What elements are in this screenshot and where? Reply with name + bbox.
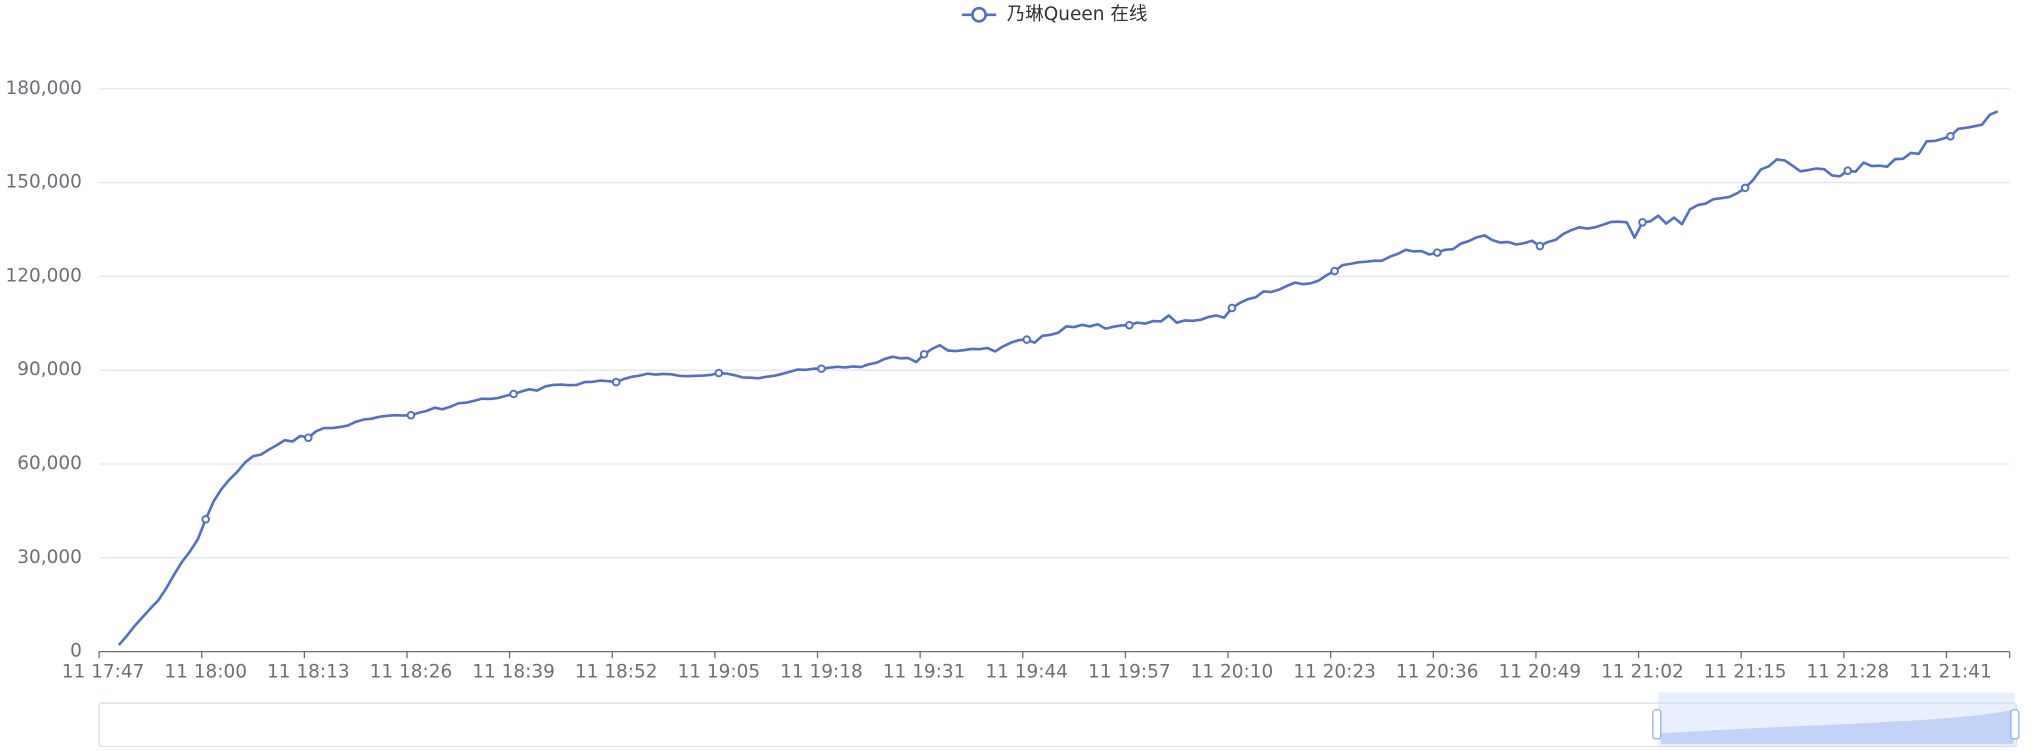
x-tick-label: 11 21:28 xyxy=(1806,662,1889,683)
x-tick-label: 11 20:49 xyxy=(1499,662,1582,683)
point-marker xyxy=(1330,266,1339,276)
x-tick-label: 11 19:05 xyxy=(677,662,760,683)
point-marker xyxy=(919,349,929,359)
x-tick-label: 11 20:23 xyxy=(1293,662,1376,683)
y-tick-label: 150,000 xyxy=(5,172,81,193)
legend-item[interactable]: 乃琳Queen 在线 xyxy=(961,4,1148,25)
y-tick-label: 180,000 xyxy=(5,78,81,99)
x-tick-label: 11 19:57 xyxy=(1088,662,1171,683)
point-marker xyxy=(1638,217,1647,227)
point-marker xyxy=(1740,183,1750,193)
point-marker xyxy=(817,364,826,373)
point-marker xyxy=(1946,132,1955,141)
x-tick-label: 11 18:00 xyxy=(164,662,247,683)
point-marker xyxy=(509,389,518,399)
y-tick-label: 0 xyxy=(70,641,82,662)
x-tick-label: 11 18:26 xyxy=(370,662,453,683)
x-tick-label: 11 21:02 xyxy=(1601,662,1684,683)
point-marker xyxy=(1843,166,1853,175)
x-tick-label: 11 18:13 xyxy=(267,662,350,683)
point-marker xyxy=(1535,241,1545,251)
point-marker xyxy=(1432,248,1442,257)
legend-symbol xyxy=(971,6,987,23)
x-tick-label: 11 19:31 xyxy=(883,662,966,683)
series-line xyxy=(117,110,1999,646)
x-tick-label: 11 20:36 xyxy=(1396,662,1479,683)
point-marker xyxy=(714,368,724,378)
point-marker xyxy=(1022,335,1032,344)
x-tick-label: 11 21:15 xyxy=(1704,662,1787,683)
point-marker xyxy=(1125,320,1134,330)
point-marker xyxy=(201,515,210,524)
x-tick-label: 11 19:18 xyxy=(780,662,863,683)
x-tick-label: 11 20:10 xyxy=(1191,662,1274,683)
legend-label: 乃琳Queen 在线 xyxy=(1007,4,1148,25)
x-tick-label: 11 21:41 xyxy=(1909,662,1992,683)
point-marker xyxy=(304,433,313,443)
point-marker xyxy=(406,410,416,420)
data-zoom[interactable] xyxy=(98,692,2020,748)
x-tick-label: 11 19:44 xyxy=(985,662,1068,683)
y-tick-label: 120,000 xyxy=(5,265,81,286)
zoom-handle[interactable] xyxy=(2010,709,2020,740)
zoom-preview xyxy=(1660,709,2014,745)
x-tick-label: 11 18:52 xyxy=(575,662,658,683)
x-tick-label: 11 18:39 xyxy=(472,662,555,683)
x-tick-label: 11 17:47 xyxy=(62,662,145,683)
y-tick-label: 90,000 xyxy=(17,359,82,380)
point-marker xyxy=(611,377,621,387)
zoom-handle[interactable] xyxy=(1652,709,1662,740)
y-tick-label: 60,000 xyxy=(17,453,82,474)
point-marker xyxy=(1227,303,1237,313)
y-tick-label: 30,000 xyxy=(17,547,82,568)
